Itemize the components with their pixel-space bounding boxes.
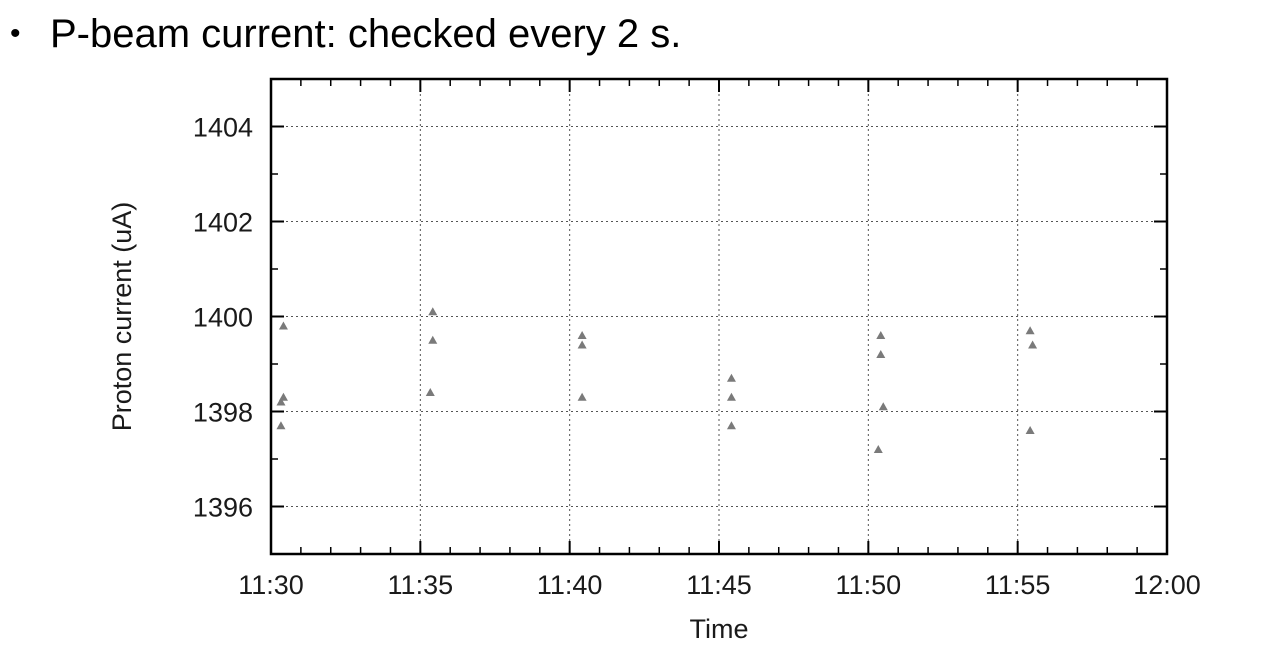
x-tick-label: 11:45 xyxy=(686,570,752,600)
data-point xyxy=(577,331,587,339)
tick-labels: 11:30 11:35 11:40 11:45 11:50 11:55 12:00 1396 1… xyxy=(193,113,1201,601)
data-points xyxy=(276,307,1038,453)
data-point xyxy=(577,340,587,349)
bullet-symbol: • xyxy=(10,17,21,50)
data-point xyxy=(577,392,587,401)
x-axis-label: Time xyxy=(690,614,749,644)
bullet-text: P-beam current: checked every 2 s. xyxy=(50,12,682,56)
y-tick-label: 1398 xyxy=(193,398,253,428)
data-point xyxy=(726,373,736,382)
data-point xyxy=(425,388,435,396)
data-point xyxy=(1025,426,1035,434)
y-tick-label: 1402 xyxy=(193,208,253,238)
data-point xyxy=(726,392,736,401)
data-point xyxy=(276,397,286,406)
x-tick-label: 11:50 xyxy=(836,570,902,600)
x-tick-label: 11:30 xyxy=(238,570,304,600)
x-tick-label: 11:40 xyxy=(537,570,603,600)
y-tick-label: 1396 xyxy=(193,493,253,523)
bullet-item: • P-beam current: checked every 2 s. xyxy=(10,10,681,58)
x-tick-label: 11:55 xyxy=(985,570,1051,600)
y-tick-label: 1400 xyxy=(193,303,253,333)
y-tick-label: 1404 xyxy=(193,113,253,143)
data-point xyxy=(278,321,288,330)
data-point xyxy=(876,350,886,358)
grid-lines xyxy=(271,79,1167,554)
x-tick-label: 12:00 xyxy=(1133,570,1201,600)
data-point xyxy=(1028,340,1038,349)
data-point xyxy=(726,421,736,430)
data-point xyxy=(1025,326,1035,335)
data-point xyxy=(428,307,438,316)
data-point xyxy=(876,331,886,339)
plot-frame xyxy=(269,77,1169,556)
data-point xyxy=(428,335,438,344)
data-point xyxy=(276,421,286,430)
data-point xyxy=(878,402,888,411)
y-axis-label: Proton current (uA) xyxy=(107,202,137,432)
x-tick-label: 11:35 xyxy=(388,570,454,600)
data-point xyxy=(873,445,883,453)
